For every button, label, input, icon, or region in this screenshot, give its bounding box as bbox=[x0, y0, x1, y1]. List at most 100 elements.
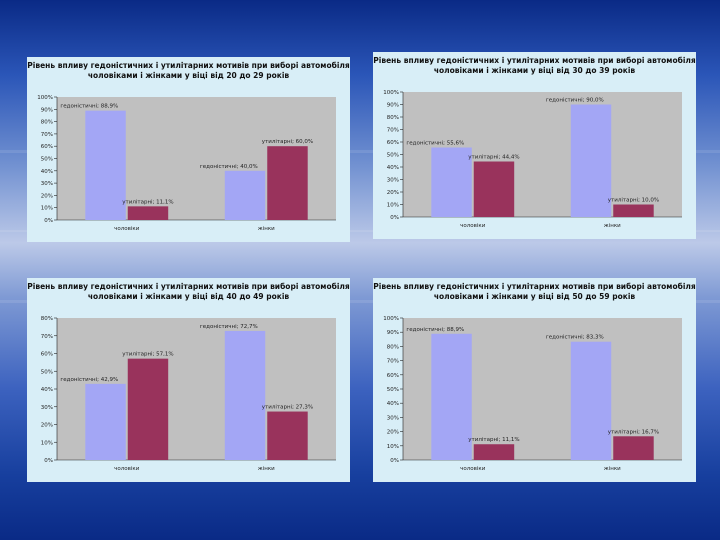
data-label: утилітарні; 11,1% bbox=[122, 199, 173, 205]
y-tick-label: 40% bbox=[387, 401, 399, 407]
bar-chart: 0% 10% 20% 30% 40% 50% 60% 70% 80% 90% 100% чоловік… bbox=[383, 90, 682, 229]
data-label: утилітарні; 27,3% bbox=[262, 405, 313, 411]
bar bbox=[127, 206, 169, 220]
bar bbox=[85, 110, 126, 220]
chart-panel-20-29: Рівень впливу гедоністичних і утилітарни… bbox=[27, 57, 350, 242]
y-tick-label: 10% bbox=[41, 440, 53, 446]
chart-panel-30-39: Рівень впливу гедоністичних і утилітарни… bbox=[373, 52, 696, 239]
chart-title: Рівень впливу гедоністичних і утилітарни… bbox=[373, 56, 696, 75]
data-label: гедоністичні; 72,7% bbox=[200, 324, 258, 330]
chart-title: Рівень впливу гедоністичних і утилітарни… bbox=[27, 282, 350, 301]
y-tick-label: 50% bbox=[41, 369, 53, 375]
x-category-label: жінки bbox=[258, 226, 275, 232]
bar-chart: 0% 10% 20% 30% 40% 50% 60% 70% 80% 90% 100% чоловік… bbox=[383, 316, 682, 472]
y-tick-label: 80% bbox=[387, 115, 399, 121]
data-label: утилітарні; 16,7% bbox=[608, 429, 659, 435]
y-tick-label: 0% bbox=[390, 458, 399, 464]
bar-chart: 0% 10% 20% 30% 40% 50% 60% 70% 80% 90% 100% чоловік… bbox=[37, 95, 336, 232]
y-tick-label: 70% bbox=[41, 334, 53, 340]
data-label: утилітарні; 10,0% bbox=[608, 198, 659, 204]
bar bbox=[473, 444, 515, 460]
bar bbox=[224, 170, 266, 220]
y-tick-label: 30% bbox=[41, 181, 53, 187]
bar bbox=[473, 161, 515, 217]
y-tick-label: 30% bbox=[387, 415, 399, 421]
y-tick-label: 20% bbox=[387, 430, 399, 436]
data-label: гедоністичні; 42,9% bbox=[60, 377, 118, 383]
y-tick-label: 0% bbox=[390, 215, 399, 221]
y-tick-label: 60% bbox=[41, 144, 53, 150]
y-tick-label: 90% bbox=[387, 103, 399, 109]
data-label: гедоністичні; 55,6% bbox=[406, 141, 464, 147]
y-tick-label: 10% bbox=[387, 203, 399, 209]
chart-panel-40-49: Рівень впливу гедоністичних і утилітарни… bbox=[27, 278, 350, 482]
data-label: гедоністичні; 83,3% bbox=[546, 335, 604, 341]
y-tick-label: 70% bbox=[387, 359, 399, 365]
background-streak bbox=[0, 300, 720, 303]
bar bbox=[570, 341, 612, 460]
y-tick-label: 80% bbox=[41, 316, 53, 322]
y-tick-label: 20% bbox=[41, 193, 53, 199]
y-tick-label: 80% bbox=[387, 344, 399, 350]
data-label: утилітарні; 11,1% bbox=[468, 437, 519, 443]
y-tick-label: 90% bbox=[387, 330, 399, 336]
y-tick-label: 70% bbox=[41, 132, 53, 138]
bar bbox=[613, 204, 654, 217]
y-tick-label: 60% bbox=[387, 140, 399, 146]
bar bbox=[431, 147, 472, 217]
x-category-label: чоловіки bbox=[460, 466, 486, 472]
y-tick-label: 20% bbox=[41, 423, 53, 429]
y-tick-label: 100% bbox=[383, 90, 399, 96]
y-tick-label: 40% bbox=[41, 169, 53, 175]
data-label: утилітарні; 44,4% bbox=[468, 155, 519, 161]
chart-plot: 0% 10% 20% 30% 40% 50% 60% 70% 80% чоловіки жінки г… bbox=[35, 314, 342, 476]
bar bbox=[613, 436, 654, 460]
y-tick-label: 30% bbox=[41, 405, 53, 411]
x-category-label: чоловіки bbox=[114, 226, 140, 232]
y-tick-label: 0% bbox=[44, 218, 53, 224]
y-tick-label: 60% bbox=[387, 373, 399, 379]
y-tick-label: 100% bbox=[37, 95, 53, 101]
y-tick-label: 10% bbox=[387, 444, 399, 450]
y-tick-label: 70% bbox=[387, 128, 399, 134]
y-tick-label: 30% bbox=[387, 178, 399, 184]
y-tick-label: 50% bbox=[41, 157, 53, 163]
data-label: утилітарні; 60,0% bbox=[262, 139, 313, 145]
bar bbox=[85, 383, 126, 460]
chart-title: Рівень впливу гедоністичних і утилітарни… bbox=[27, 61, 350, 80]
bar-chart: 0% 10% 20% 30% 40% 50% 60% 70% 80% чоловіки жінки г… bbox=[41, 316, 336, 472]
y-tick-label: 20% bbox=[387, 190, 399, 196]
y-tick-label: 10% bbox=[41, 206, 53, 212]
x-category-label: чоловіки bbox=[460, 223, 486, 229]
bar bbox=[431, 333, 472, 460]
y-tick-label: 60% bbox=[41, 352, 53, 358]
data-label: гедоністичні; 40,0% bbox=[200, 164, 258, 170]
y-tick-label: 50% bbox=[387, 387, 399, 393]
x-category-label: жінки bbox=[604, 223, 621, 229]
y-tick-label: 100% bbox=[383, 316, 399, 322]
background-streak bbox=[0, 150, 720, 153]
y-tick-label: 0% bbox=[44, 458, 53, 464]
background-streak bbox=[0, 230, 720, 232]
y-tick-label: 40% bbox=[41, 387, 53, 393]
data-label: гедоністичні; 88,9% bbox=[406, 327, 464, 333]
bar bbox=[267, 146, 308, 220]
data-label: гедоністичні; 88,9% bbox=[60, 104, 118, 110]
chart-panel-50-59: Рівень впливу гедоністичних і утилітарни… bbox=[373, 278, 696, 482]
bar bbox=[570, 104, 612, 217]
y-tick-label: 90% bbox=[41, 107, 53, 113]
chart-title: Рівень впливу гедоністичних і утилітарни… bbox=[373, 282, 696, 301]
y-tick-label: 80% bbox=[41, 120, 53, 126]
chart-plot: 0% 10% 20% 30% 40% 50% 60% 70% 80% 90% 100% чоловік… bbox=[381, 314, 688, 476]
y-tick-label: 40% bbox=[387, 165, 399, 171]
x-category-label: чоловіки bbox=[114, 466, 140, 472]
data-label: утилітарні; 57,1% bbox=[122, 352, 173, 358]
bar bbox=[267, 411, 308, 460]
x-category-label: жінки bbox=[604, 466, 621, 472]
chart-plot: 0% 10% 20% 30% 40% 50% 60% 70% 80% 90% 100% чоловік… bbox=[381, 88, 688, 233]
data-label: гедоністичні; 90,0% bbox=[546, 98, 604, 104]
bar bbox=[127, 358, 169, 460]
bar bbox=[224, 330, 266, 460]
x-category-label: жінки bbox=[258, 466, 275, 472]
chart-plot: 0% 10% 20% 30% 40% 50% 60% 70% 80% 90% 100% чоловік… bbox=[35, 93, 342, 236]
